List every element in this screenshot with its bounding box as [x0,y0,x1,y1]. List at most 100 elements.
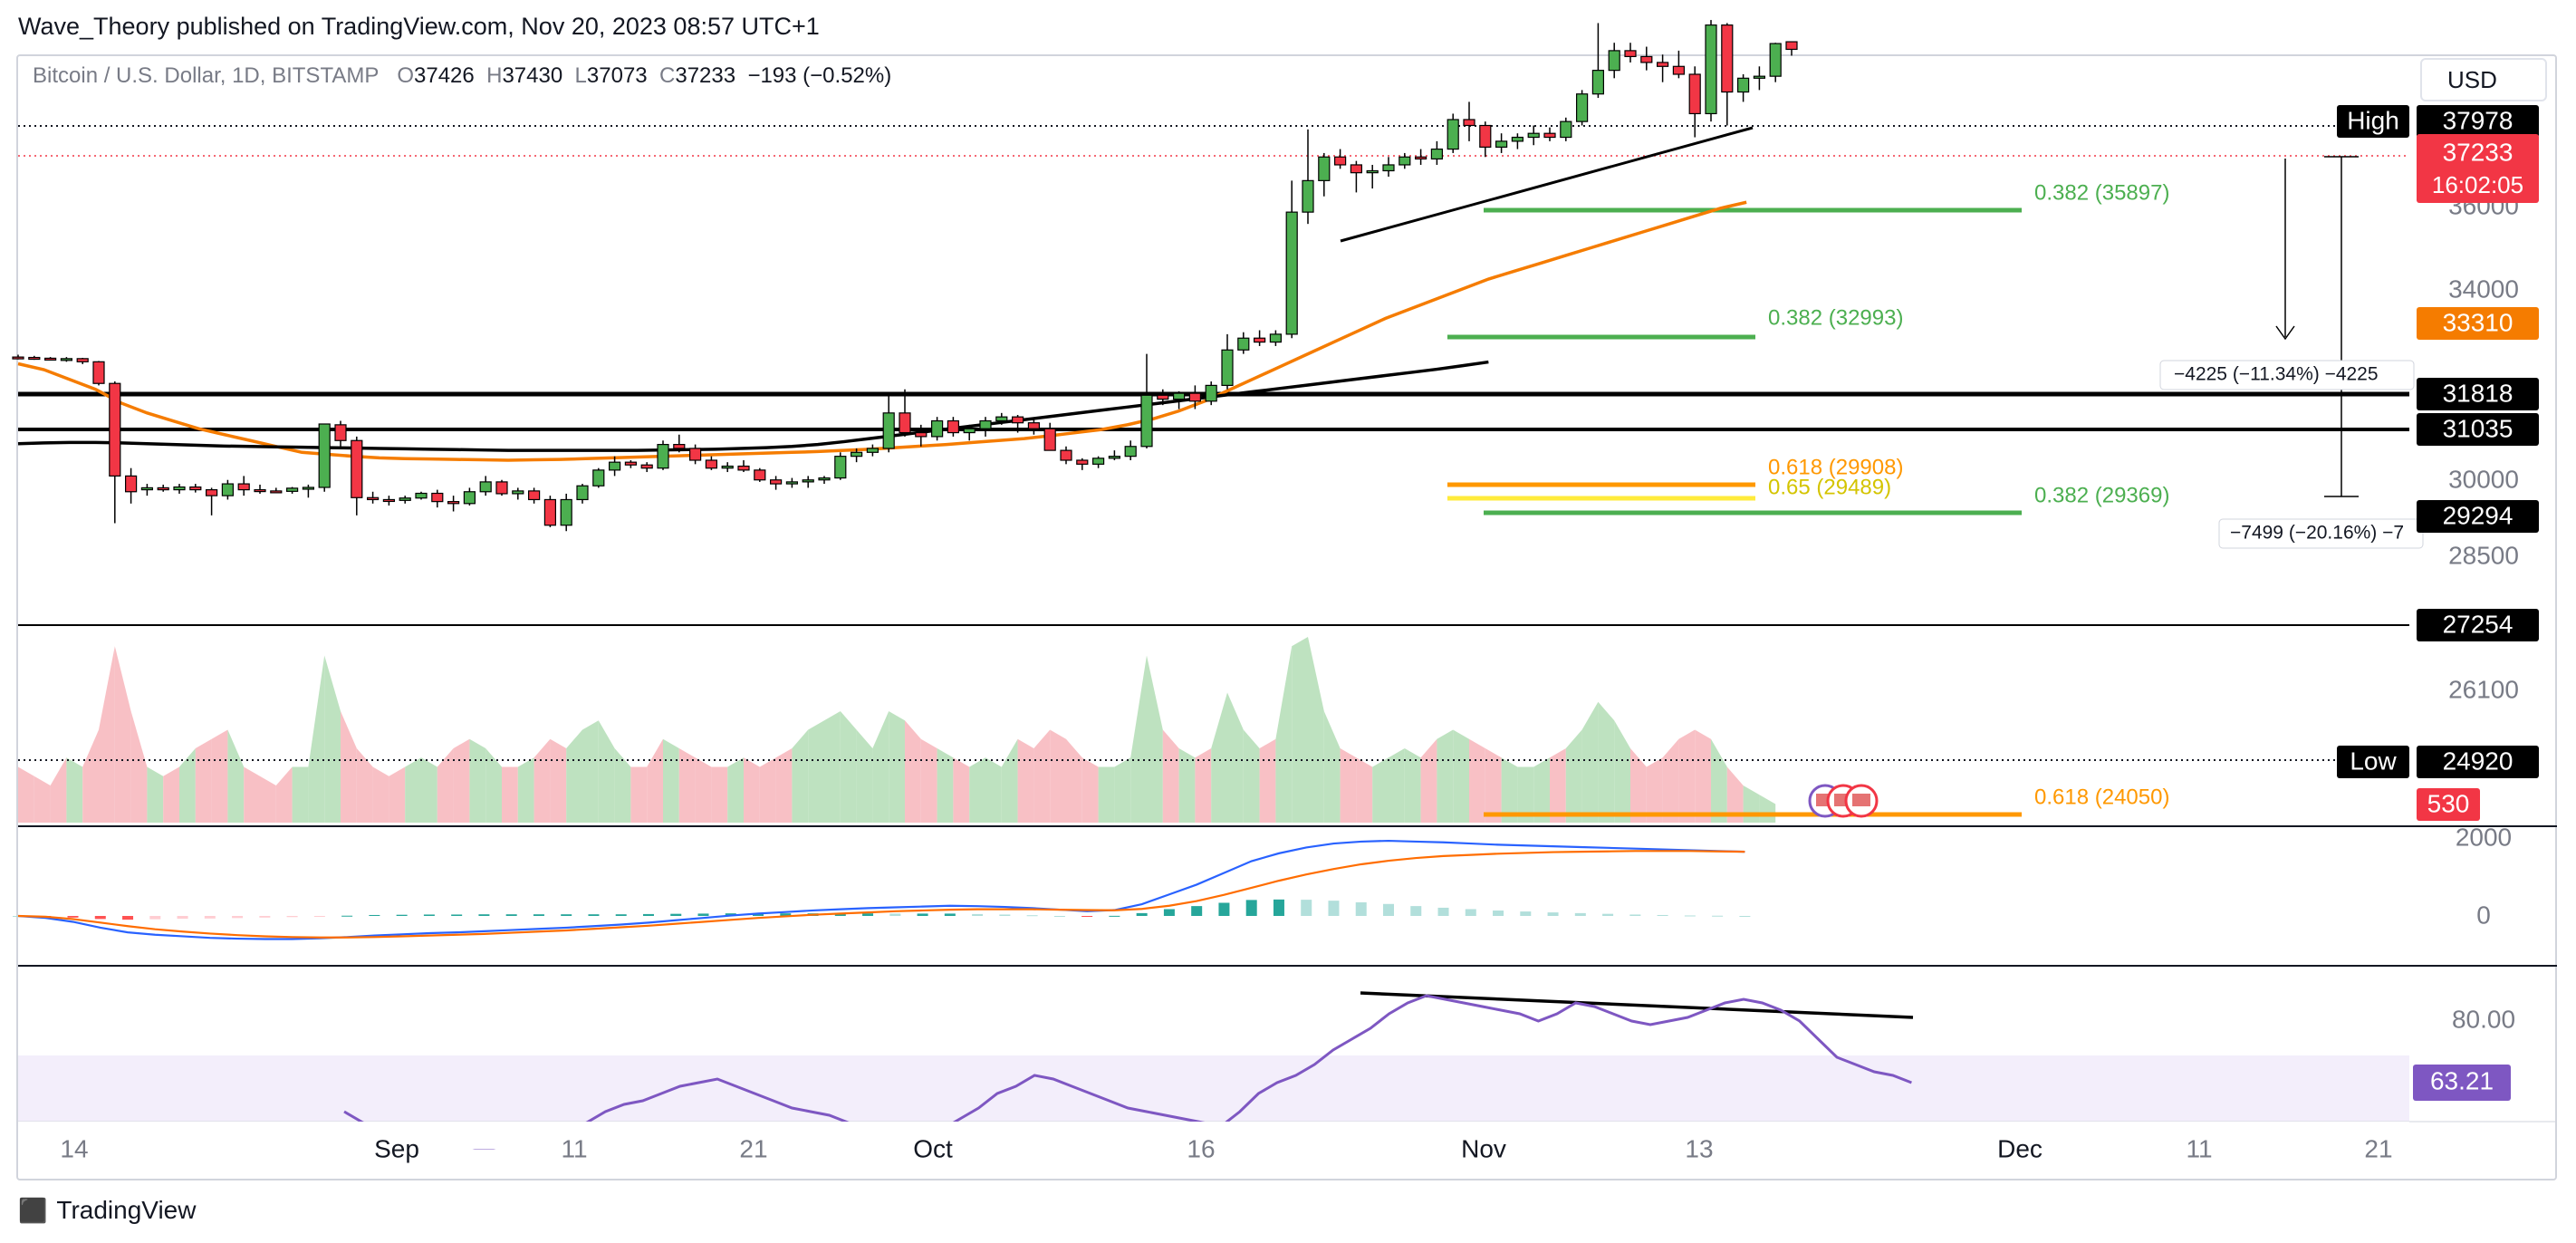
candle-down [527,490,541,501]
candle-down [915,431,928,438]
rsi-axis-tick: 80.00 [2452,1005,2515,1033]
rsi-badge [2413,1065,2511,1101]
volume-area-segment [1308,637,1324,823]
macd-histogram-bar [1493,911,1504,916]
volume-area-segment [469,738,486,823]
volume-area-segment [1211,692,1227,823]
candle-up [592,469,605,487]
symbol-legend: Bitcoin / U.S. Dollar, 1D, BITSTAMP O374… [33,63,891,89]
macd-histogram-bar [1383,903,1394,916]
volume-area-segment [1646,757,1663,823]
candle-down [43,357,57,361]
volume-area-segment [1614,720,1630,823]
macd-histogram-bar [561,914,572,916]
volume-area-segment [66,757,83,823]
volume-area-segment [324,655,341,823]
macd-axis-tick: 0 [2476,901,2491,929]
volume-area-segment [1550,748,1566,823]
volume-area-segment [341,711,357,823]
volume-area-segment [1469,738,1485,823]
rsi-band [18,1055,2409,1122]
volume-area-segment [1066,738,1082,823]
high-label: H [486,63,503,88]
macd-histogram-bar [396,914,408,916]
candle-up [140,487,153,491]
macd-histogram-bar [615,914,627,916]
candle-up [1430,148,1444,160]
volume-area-segment [1356,757,1373,823]
candle-up [1511,136,1524,142]
price-badge-value: 530 [2427,789,2470,817]
candle-up [1736,77,1750,93]
volume-area-segment [550,738,567,823]
price-badge-value: 33310 [2443,308,2514,336]
volume-area-segment [744,757,760,823]
rsi-line [343,994,1912,1150]
macd-histogram-bar [1465,909,1476,916]
macd-histogram-bar [1081,916,1093,917]
candle-down [1688,73,1701,115]
macd-histogram-bar [1657,914,1668,916]
volume-area-segment [1259,738,1276,823]
candle-down [12,356,24,360]
macd-histogram-bar [1026,915,1038,917]
macd-line [17,839,1745,940]
candle-down [1157,394,1169,400]
brand-name: TradingView [56,1196,197,1224]
price-axis-tick: 30000 [2448,465,2519,493]
open-value: 37426 [414,63,475,88]
volume-area-segment [872,711,889,823]
macd-histogram-bar [313,916,325,917]
volume-area-segment [82,729,99,823]
candle-down [367,496,380,501]
volume-area-segment [663,738,679,823]
volume-area-segment [211,729,228,823]
candle-up [1591,70,1605,95]
macd-histogram-bar [286,916,298,918]
volume-area-segment [1389,748,1405,823]
volume-area-segment [114,646,131,823]
candle-down [705,459,718,469]
volume-area-segment [99,646,115,823]
time-axis-tick: Nov [1461,1134,1506,1162]
time-axis-tick: 11 [2186,1134,2212,1162]
candle-up [882,412,895,449]
volume-area-segment [1711,738,1727,823]
candle-down [495,481,508,495]
volume-area-segment [647,738,663,823]
candle-up [1447,119,1459,150]
volume-area-segment [1147,655,1163,823]
volume-area-segment [533,738,551,823]
price-badge-value: 29294 [2443,501,2514,529]
time-axis-tick: 14 [60,1134,88,1162]
candle-down [673,444,686,449]
time-axis-tick: Sep [374,1134,419,1162]
candle-up [1495,140,1508,149]
candle-down [1672,65,1686,75]
currency-button[interactable]: USD [2420,58,2547,101]
volume-area-segment [582,720,599,823]
trendline [1340,126,1754,243]
candle-up [1302,179,1314,213]
candle-down [431,492,444,503]
price-badge [2417,413,2539,446]
volume-area-segment [502,766,518,823]
macd-histogram-bar [259,916,271,918]
candle-down [447,501,460,505]
volume-area-segment [614,748,631,823]
time-axis-tick: 13 [1685,1134,1713,1162]
time-axis-tick: 21 [2364,1134,2392,1162]
measure-label: −4225 (−11.34%) −4225 [2174,364,2379,385]
macd-histogram-bar [1629,914,1641,916]
candle-down [206,488,218,496]
volume-area-segment [889,711,905,823]
candle-up [1237,337,1250,351]
macd-histogram-bar [588,914,600,916]
candle-down [382,498,395,503]
volume-area-segment [517,757,534,823]
low-value: 37073 [586,63,648,88]
volume-area-segment [1195,748,1212,823]
candle-up [818,477,831,481]
candle-down [1027,422,1041,429]
